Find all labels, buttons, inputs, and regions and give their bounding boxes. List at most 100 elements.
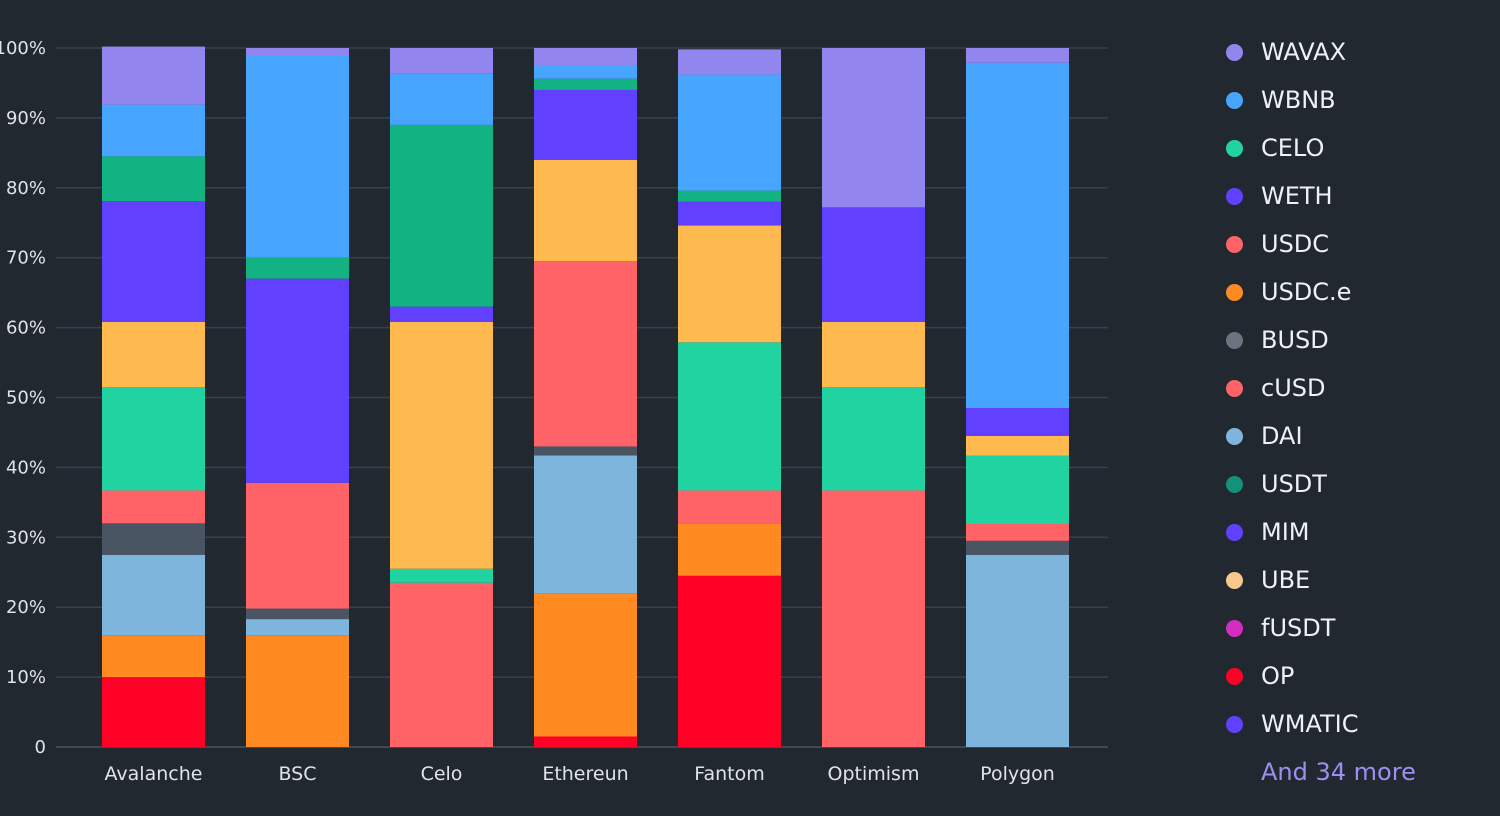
legend-swatch (1226, 667, 1243, 685)
x-tick-label: BSC (278, 763, 316, 785)
bar-segment[interactable] (822, 387, 925, 491)
bar-segment[interactable] (102, 46, 205, 105)
y-tick-label: 70% (6, 248, 46, 269)
legend-item[interactable]: OP (1226, 652, 1486, 700)
legend-label: USDC.e (1261, 278, 1352, 306)
legend-item[interactable]: USDT (1226, 460, 1486, 508)
legend-item[interactable]: WMATIC (1226, 700, 1486, 748)
bar-segment[interactable] (246, 278, 349, 483)
bar-segment[interactable] (534, 446, 637, 456)
bar-segment[interactable] (966, 435, 1069, 456)
x-tick-label: Polygon (980, 763, 1055, 785)
x-tick-label: Ethereun (542, 763, 628, 785)
bar-segment[interactable] (678, 225, 781, 343)
legend-item[interactable]: CELO (1226, 124, 1486, 172)
bar-segment[interactable] (966, 62, 1069, 408)
bar-segment[interactable] (966, 554, 1069, 747)
legend-item[interactable]: UBE (1226, 556, 1486, 604)
legend-label: USDC (1261, 230, 1330, 258)
bar-segment[interactable] (246, 54, 349, 258)
bar-segment[interactable] (534, 65, 637, 79)
bar-segment[interactable] (678, 190, 781, 202)
bar-segment[interactable] (966, 455, 1069, 525)
bar-segment[interactable] (390, 73, 493, 125)
bar-segment[interactable] (966, 48, 1069, 63)
legend-item[interactable]: WETH (1226, 172, 1486, 220)
bar-segment[interactable] (822, 207, 925, 323)
legend-swatch (1226, 379, 1243, 397)
bar-segment[interactable] (390, 568, 493, 583)
bar-segment[interactable] (822, 322, 925, 388)
legend-item[interactable]: DAI (1226, 412, 1486, 460)
bar-segment[interactable] (534, 736, 637, 747)
legend-label: OP (1261, 662, 1295, 690)
bar-segment[interactable] (534, 593, 637, 737)
bar-segment[interactable] (246, 619, 349, 636)
bar-segment[interactable] (246, 257, 349, 279)
bar-segment[interactable] (102, 104, 205, 157)
bar-segment[interactable] (822, 490, 925, 747)
bar-segment[interactable] (102, 635, 205, 678)
bar-segment[interactable] (966, 407, 1069, 436)
legend-item[interactable]: BUSD (1226, 316, 1486, 364)
y-tick-label: 0 (35, 737, 46, 758)
bar-segment[interactable] (390, 582, 493, 747)
bar-segment[interactable] (102, 554, 205, 636)
x-tick-label: Celo (421, 763, 463, 785)
bar-segment[interactable] (678, 201, 781, 226)
x-tick-label: Fantom (694, 763, 764, 785)
bar-segment[interactable] (390, 306, 493, 323)
bar-segment[interactable] (102, 322, 205, 388)
bar-segment[interactable] (102, 156, 205, 202)
bar-segment[interactable] (966, 540, 1069, 555)
legend-label: USDT (1261, 470, 1327, 498)
bar-segment[interactable] (390, 48, 493, 74)
bar-segment[interactable] (966, 524, 1069, 541)
y-tick-label: 10% (6, 667, 46, 688)
bar-segment[interactable] (102, 387, 205, 491)
bar-segment[interactable] (246, 608, 349, 620)
legend-label: CELO (1261, 134, 1325, 162)
legend-label: WETH (1261, 182, 1333, 210)
legend-item[interactable]: MIM (1226, 508, 1486, 556)
bar-segment[interactable] (534, 159, 637, 262)
bar-segment[interactable] (534, 78, 637, 90)
y-tick-label: 50% (6, 388, 46, 409)
bar-segment[interactable] (822, 48, 925, 208)
legend-swatch (1226, 715, 1243, 733)
bar-segment[interactable] (678, 575, 781, 747)
y-tick-label: 90% (6, 108, 46, 129)
legend-item[interactable]: USDC.e (1226, 268, 1486, 316)
legend-item[interactable]: USDC (1226, 220, 1486, 268)
bar-segment[interactable] (102, 490, 205, 524)
bar-segment[interactable] (102, 677, 205, 747)
legend-more-link[interactable]: And 34 more (1261, 758, 1416, 786)
legend-item[interactable]: cUSD (1226, 364, 1486, 412)
x-tick-label: Avalanche (105, 763, 203, 785)
legend-item[interactable]: fUSDT (1226, 604, 1486, 652)
bar-segment[interactable] (246, 482, 349, 609)
bar-segment[interactable] (678, 490, 781, 524)
bar-segment[interactable] (246, 48, 349, 55)
bar-segment[interactable] (534, 455, 637, 594)
legend-swatch (1226, 523, 1243, 541)
legend-item[interactable]: WAVAX (1226, 28, 1486, 76)
bar-segment[interactable] (678, 74, 781, 191)
stacked-bar-chart: 0 10% 20% 30% 40% 50% 60% 70% 80% 90% 100% Avalanc… (0, 38, 1108, 785)
legend-swatch (1226, 139, 1243, 157)
bar-segment[interactable] (678, 49, 781, 75)
bar-segment[interactable] (102, 201, 205, 323)
bar-segment[interactable] (390, 322, 493, 569)
bar-segment[interactable] (246, 635, 349, 747)
bar-segment[interactable] (534, 261, 637, 447)
legend-item[interactable]: WBNB (1226, 76, 1486, 124)
bar-segment[interactable] (102, 523, 205, 555)
legend: WAVAX WBNB CELO WETH USDC USDC.e BUSD cUSD DAI US… (1226, 28, 1486, 796)
bar-segment[interactable] (534, 48, 637, 66)
bar-segment[interactable] (678, 523, 781, 576)
bar-segment[interactable] (534, 89, 637, 160)
legend-label: WBNB (1261, 86, 1336, 114)
y-tick-label: 60% (6, 318, 46, 339)
bar-segment[interactable] (390, 124, 493, 307)
bar-segment[interactable] (678, 342, 781, 491)
